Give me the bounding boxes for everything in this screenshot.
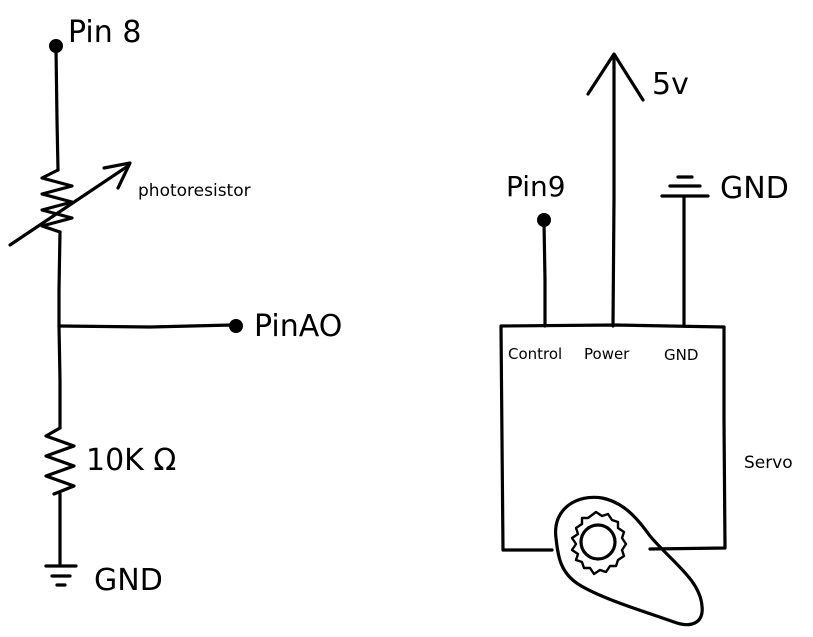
servo-gear-outer bbox=[570, 510, 628, 576]
power-label: 5v bbox=[652, 67, 689, 102]
photoresistor-voltage-divider: Pin 8 photoresistor PinAO 10K Ω GND bbox=[8, 15, 342, 598]
left-gnd-label: GND bbox=[94, 563, 163, 598]
pinA0-node bbox=[229, 319, 243, 333]
resistor-label: 10K Ω bbox=[86, 443, 176, 478]
servo-ground-symbol bbox=[660, 175, 710, 198]
photoresistor-label: photoresistor bbox=[138, 181, 251, 201]
photoresistor-arrow bbox=[8, 164, 130, 247]
left-ground-symbol bbox=[44, 564, 78, 587]
servo-label: Servo bbox=[744, 453, 793, 473]
power-pin-label: Power bbox=[584, 345, 630, 363]
servo-gear-center bbox=[579, 523, 617, 561]
pin9-label: Pin9 bbox=[506, 170, 566, 203]
servo-body bbox=[499, 323, 727, 552]
pinA0-label: PinAO bbox=[254, 309, 342, 344]
photoresistor-symbol bbox=[40, 168, 74, 234]
power-arrowhead bbox=[586, 52, 645, 102]
pin8-node bbox=[49, 39, 63, 53]
power-arrow-line bbox=[611, 54, 616, 328]
wire-to-pinA0 bbox=[57, 323, 234, 329]
control-wire bbox=[542, 220, 547, 328]
pin8-label: Pin 8 bbox=[68, 15, 141, 50]
wire-photoresistor-to-junction bbox=[57, 230, 62, 328]
servo-gnd-label: GND bbox=[720, 171, 789, 206]
servo-diagram: 5v Pin9 GND Control Power GND Servo bbox=[499, 52, 793, 627]
servo-horn bbox=[554, 495, 704, 627]
pin9-node bbox=[537, 213, 551, 227]
wire-junction-to-resistor bbox=[57, 324, 62, 430]
gnd-pin-label: GND bbox=[664, 346, 698, 364]
photoresistor-arrowhead bbox=[102, 161, 132, 190]
wire-pin8-to-photoresistor bbox=[54, 46, 60, 172]
control-pin-label: Control bbox=[508, 345, 562, 363]
resistor-symbol bbox=[44, 426, 76, 496]
